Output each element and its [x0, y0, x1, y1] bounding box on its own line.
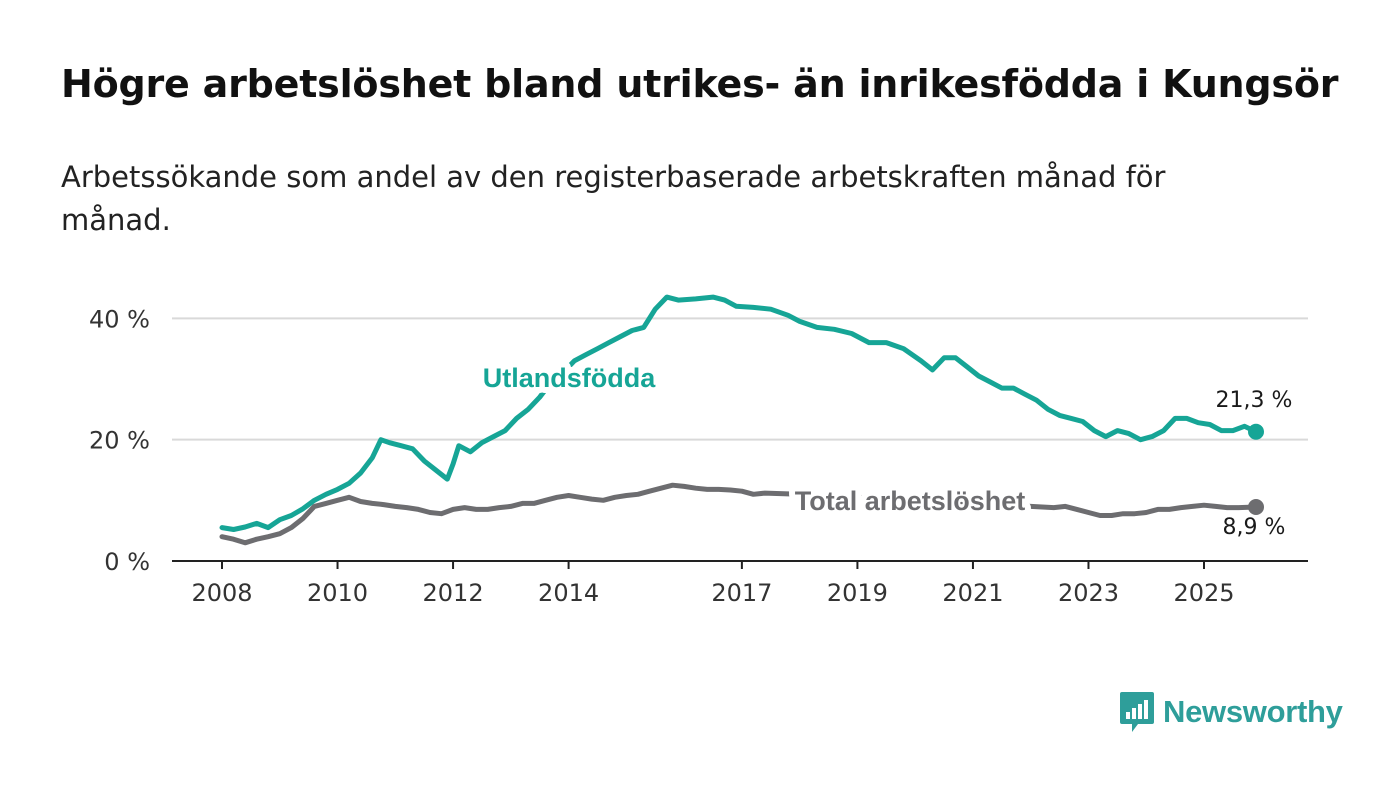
x-tick-label: 2008: [191, 579, 252, 607]
series-label-total-halo: Total arbetslöshet: [795, 486, 1026, 516]
chart-title: Högre arbetslöshet bland utrikes- än inr…: [61, 62, 1339, 106]
y-tick-label: 20 %: [89, 427, 150, 455]
gridlines: [172, 317, 1308, 441]
x-tick-label: 2025: [1173, 579, 1234, 607]
series-label-total: Total arbetslöshet: [795, 486, 1026, 516]
x-tick-label: 2014: [538, 579, 599, 607]
end-label-total: 8,9 %: [1223, 515, 1286, 540]
x-tick-label: 2021: [942, 579, 1003, 607]
end-label-utlandsfodda: 21,3 %: [1216, 388, 1293, 413]
series-label-utlandsfodda: Utlandsfödda: [483, 363, 656, 393]
series-line-total: [219, 482, 1259, 546]
y-tick-label: 0 %: [104, 548, 150, 576]
chart-subtitle: Arbetssökande som andel av den registerb…: [61, 160, 1166, 237]
labels-layer: 21,3 %8,9 %UtlandsföddaUtlandsföddaTotal…: [477, 357, 1293, 540]
x-tick-label: 2010: [307, 579, 368, 607]
end-dot-utlandsfodda: [1248, 423, 1264, 440]
x-tick-label: 2017: [711, 579, 772, 607]
x-axis: 2008 2010 2012 2014 2017 2019 2021 2023 2025: [172, 560, 1308, 607]
end-dot-total: [1248, 499, 1264, 516]
y-axis: 0 % 20 % 40 %: [89, 305, 150, 576]
y-tick-label: 40 %: [89, 305, 150, 333]
series-line-utlandsfodda: [219, 294, 1259, 532]
bar-chart-icon: [1120, 692, 1154, 732]
x-tick-label: 2012: [423, 579, 484, 607]
series-label-utlandsfodda-halo: Utlandsfödda: [483, 363, 656, 393]
brand-name: Newsworthy: [1163, 694, 1343, 729]
series-layer: [219, 294, 1264, 546]
brand-logo: Newsworthy: [1119, 690, 1343, 734]
x-tick-label: 2019: [827, 579, 888, 607]
x-tick-label: 2023: [1058, 579, 1119, 607]
